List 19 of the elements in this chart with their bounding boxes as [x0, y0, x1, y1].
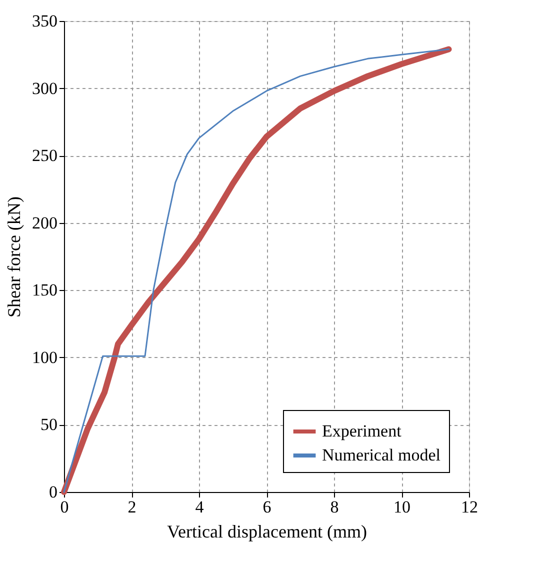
legend-label: Experiment [322, 422, 402, 440]
y-axis-title: Shear force (kN) [4, 196, 24, 318]
legend-label: Numerical model [322, 446, 441, 464]
x-tick-label: 6 [262, 498, 272, 516]
y-tick-label: 200 [32, 213, 58, 232]
x-tick-label: 8 [330, 498, 339, 516]
x-tick-label: 12 [461, 498, 478, 516]
y-tick-label: 250 [32, 146, 58, 166]
y-tick-label: 150 [32, 280, 58, 300]
x-axis-title: Vertical displacement (mm) [167, 522, 367, 542]
y-tick-label: 300 [32, 78, 58, 98]
y-tick-label: 50 [40, 415, 58, 434]
y-tick-label: 0 [49, 482, 58, 502]
x-tick-label: 4 [195, 498, 204, 516]
y-tick-label: 100 [32, 348, 58, 367]
x-tick-label: 0 [60, 498, 69, 516]
x-tick-label: 2 [128, 498, 136, 516]
y-tick-label: 350 [32, 12, 58, 30]
x-tick-label: 10 [394, 498, 410, 516]
